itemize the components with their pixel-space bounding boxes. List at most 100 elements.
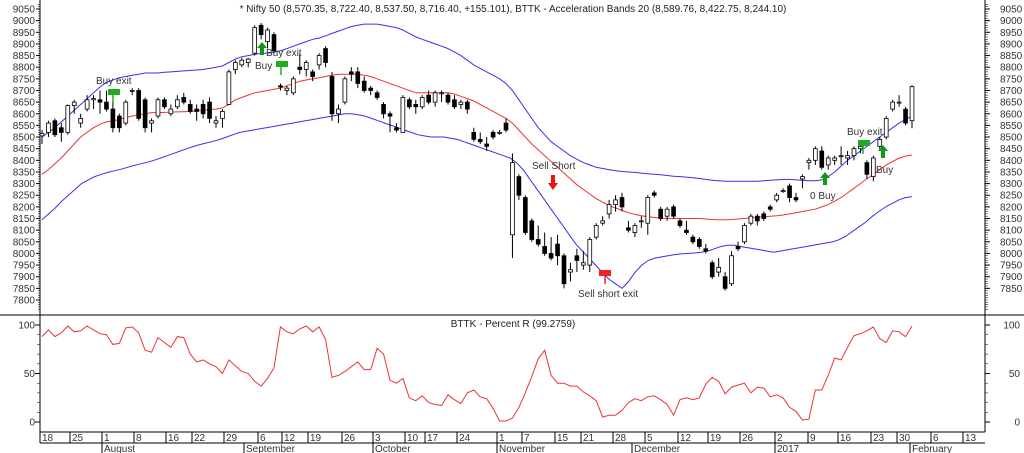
price-tick-label: 8100 bbox=[13, 226, 36, 237]
candle bbox=[742, 223, 747, 245]
x-day-label: 19 bbox=[310, 433, 322, 444]
price-tick-label: 8950 bbox=[13, 28, 36, 39]
candle bbox=[258, 22, 264, 40]
x-day-label: 8 bbox=[136, 433, 142, 444]
x-month-label: August bbox=[104, 444, 135, 453]
buy-exit-label: Buy exit bbox=[96, 76, 132, 87]
candle bbox=[471, 127, 477, 142]
candle bbox=[323, 46, 328, 68]
x-day-label: 18 bbox=[42, 433, 54, 444]
price-tick-label: 8000 bbox=[1000, 249, 1023, 260]
candle bbox=[142, 97, 148, 133]
candle bbox=[284, 85, 290, 96]
candle bbox=[458, 99, 464, 110]
candle bbox=[213, 116, 219, 128]
x-day-label: 2 bbox=[777, 433, 783, 444]
candle bbox=[548, 237, 554, 261]
x-day-label: 19 bbox=[710, 433, 722, 444]
candle bbox=[104, 90, 109, 112]
candle bbox=[52, 118, 58, 138]
candle bbox=[619, 192, 625, 212]
candle bbox=[46, 120, 51, 138]
candle bbox=[813, 146, 818, 165]
candle bbox=[226, 69, 232, 105]
price-tick-label: 9000 bbox=[1000, 16, 1023, 27]
candle bbox=[774, 192, 779, 203]
candle bbox=[361, 76, 367, 93]
price-tick-label: 8500 bbox=[13, 133, 36, 144]
candle bbox=[432, 90, 438, 107]
price-tick-label: 8000 bbox=[13, 249, 36, 260]
sell-arrow-icon bbox=[548, 175, 558, 190]
candle bbox=[71, 99, 77, 114]
price-tick-label: 9050 bbox=[1000, 5, 1023, 16]
percent-r-tick-label: 0 bbox=[29, 418, 35, 429]
sell-short-label: Sell Short bbox=[532, 161, 576, 172]
price-tick-label: 7950 bbox=[13, 261, 36, 272]
candle bbox=[381, 102, 386, 119]
candle bbox=[136, 88, 141, 121]
candle bbox=[252, 25, 257, 56]
candle bbox=[291, 76, 296, 96]
x-day-label: 1 bbox=[104, 433, 110, 444]
candle bbox=[400, 95, 406, 133]
candle bbox=[503, 118, 509, 133]
price-tick-label: 8600 bbox=[1000, 109, 1023, 120]
candle bbox=[162, 97, 167, 110]
price-tick-label: 8050 bbox=[1000, 237, 1023, 248]
x-day-label: 6 bbox=[260, 433, 266, 444]
buy-exit-signal-3: Buy exit bbox=[847, 127, 883, 154]
candle bbox=[697, 237, 702, 249]
x-month-label: December bbox=[634, 444, 681, 453]
candle bbox=[651, 190, 657, 198]
price-tick-label: 7950 bbox=[1000, 261, 1023, 272]
price-tick-label: 8550 bbox=[13, 121, 36, 132]
x-day-label: 12 bbox=[680, 433, 692, 444]
candle bbox=[825, 155, 831, 170]
candle bbox=[187, 99, 193, 114]
candle bbox=[129, 88, 135, 96]
candle bbox=[368, 85, 373, 96]
candle bbox=[349, 67, 354, 82]
candle bbox=[838, 146, 844, 165]
x-day-label: 26 bbox=[742, 433, 754, 444]
candle bbox=[845, 151, 850, 165]
candlestick-series bbox=[39, 22, 915, 291]
candle bbox=[600, 216, 605, 226]
candle bbox=[497, 130, 502, 135]
candle bbox=[883, 116, 889, 140]
x-day-label: 15 bbox=[557, 433, 569, 444]
x-day-label: 21 bbox=[583, 433, 595, 444]
candle bbox=[574, 248, 580, 273]
middle-acceleration-band bbox=[41, 73, 913, 221]
candle bbox=[709, 260, 715, 280]
candle bbox=[200, 99, 206, 119]
buy-label: 0 Buy bbox=[810, 191, 836, 202]
price-tick-label: 8450 bbox=[13, 144, 36, 155]
price-tick-label: 8850 bbox=[13, 51, 36, 62]
candle bbox=[278, 83, 283, 91]
candle bbox=[890, 99, 895, 112]
x-day-label: 29 bbox=[226, 433, 238, 444]
price-tick-label: 8900 bbox=[13, 39, 36, 50]
x-day-label: 1 bbox=[499, 433, 505, 444]
price-tick-label: 8750 bbox=[1000, 74, 1023, 85]
candle bbox=[735, 241, 741, 252]
candle bbox=[523, 195, 528, 235]
percent-r-tick-label: 50 bbox=[1009, 369, 1021, 380]
candle bbox=[413, 99, 419, 114]
candle bbox=[722, 272, 728, 291]
percent-r-tick-label: 50 bbox=[24, 369, 36, 380]
x-day-label: 23 bbox=[873, 433, 885, 444]
price-tick-label: 7900 bbox=[13, 272, 36, 283]
buy-arrow-icon bbox=[257, 42, 267, 55]
x-day-label: 16 bbox=[168, 433, 180, 444]
x-day-label: 13 bbox=[965, 433, 977, 444]
price-tick-label: 9000 bbox=[13, 16, 36, 27]
buy-exit-label: Buy exit bbox=[847, 127, 883, 138]
candle bbox=[909, 85, 915, 129]
buy-exit-signal-1: Buy exit bbox=[96, 76, 132, 103]
price-tick-label: 7850 bbox=[1000, 284, 1023, 295]
candle bbox=[271, 32, 277, 54]
